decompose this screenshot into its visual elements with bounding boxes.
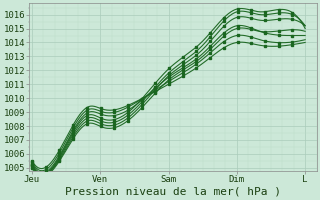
X-axis label: Pression niveau de la mer( hPa ): Pression niveau de la mer( hPa ) — [65, 187, 281, 197]
